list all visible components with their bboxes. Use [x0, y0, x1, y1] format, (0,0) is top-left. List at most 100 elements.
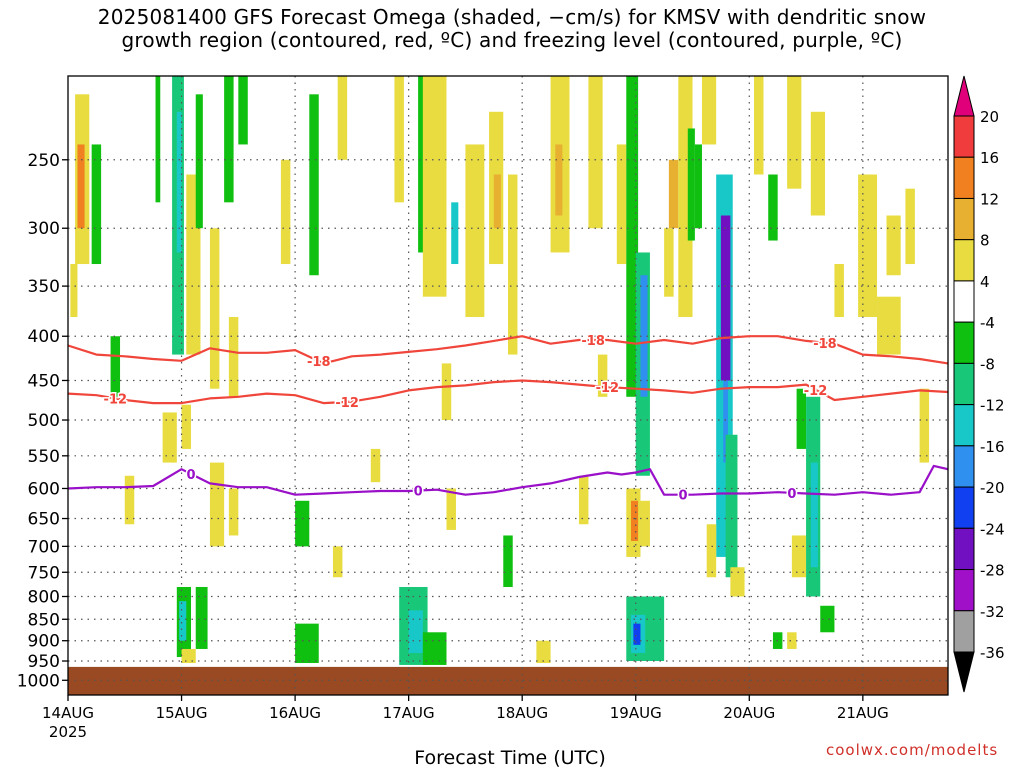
y-tick-label: 500 [28, 411, 60, 431]
colorbar-label: 20 [980, 108, 999, 126]
omega-cell [195, 586, 208, 649]
x-tick-label: 16AUG [269, 704, 321, 722]
colorbar: 20 16 12 8 4 -4 -8 -12 -16 -20 -24 -28 -32 -36 [953, 75, 1005, 693]
colorbar-box [953, 197, 975, 241]
dgz-minus18-line-label: -18 [813, 337, 837, 352]
colorbar-label: -16 [980, 438, 1005, 456]
colorbar-label: -4 [980, 314, 995, 332]
omega-cell [886, 215, 901, 276]
omega-cell [694, 144, 702, 229]
dgz-minus18-line [67, 335, 949, 365]
omega-cell [110, 336, 121, 397]
omega-cell [640, 275, 648, 397]
colorbar-label: 4 [980, 273, 990, 291]
omega-cell [295, 500, 310, 547]
plot-border [67, 75, 949, 696]
omega-cell [228, 316, 239, 397]
omega-cell [588, 76, 603, 229]
omega-cell [720, 215, 731, 381]
colorbar-box [953, 445, 975, 488]
omega-cell [209, 462, 225, 547]
ground-fill [68, 666, 948, 695]
colorbar-label: 16 [980, 149, 999, 167]
y-tick-label: 450 [28, 371, 60, 391]
omega-shading [70, 76, 930, 665]
x-axis-label: Forecast Time (UTC) [414, 747, 605, 768]
colorbar-box [953, 527, 975, 571]
omega-cell [555, 144, 563, 216]
y-tick-label: 400 [28, 327, 60, 347]
omega-cell [810, 111, 825, 216]
colorbar-label: -24 [980, 520, 1005, 538]
x-tick-label: 18AUG [496, 704, 548, 722]
ground-layer [68, 666, 948, 695]
y-tick-label: 850 [28, 610, 60, 630]
y-tick-label: 900 [28, 632, 60, 652]
colorbar-box [953, 280, 975, 323]
y-axis: 2503003504004505005506006507007508008509… [17, 151, 68, 691]
omega-cell [820, 605, 835, 633]
x-tick-label: 17AUG [383, 704, 435, 722]
colorbar-bottom-triangle [953, 651, 975, 693]
omega-cell [280, 159, 291, 265]
omega-cell [796, 388, 807, 449]
omega-cell [91, 144, 102, 265]
omega-cell [124, 475, 135, 525]
freezing-level-line-label: 0 [679, 489, 688, 504]
omega-cell [422, 632, 447, 665]
contour-lines: 0 0 0 0 -18 -18 -18 -12 -12 -12 -12 [67, 332, 949, 505]
omega-cell [228, 488, 239, 536]
omega-cell [919, 388, 930, 463]
omega-cell [787, 76, 802, 189]
omega-cell [787, 632, 797, 649]
x-tick-year-label: 2025 [49, 723, 87, 741]
omega-cell [626, 76, 639, 397]
plot-frame [67, 75, 949, 696]
colorbar-label: 12 [980, 190, 999, 208]
omega-cell [309, 94, 319, 276]
x-tick-label: 19AUG [610, 704, 662, 722]
omega-cell [155, 76, 161, 203]
omega-cell [181, 404, 192, 449]
colorbar-label: -20 [980, 479, 1005, 497]
chart-title-line-2: growth region (contoured, red, ºC) and f… [121, 28, 903, 52]
dgz-minus12-line-label: -12 [104, 392, 128, 407]
omega-cell [195, 94, 203, 229]
colorbar-label: -28 [980, 562, 1005, 580]
chart-title-line-1: 2025081400 GFS Forecast Omega (shaded, −… [97, 5, 927, 29]
omega-cell [706, 524, 717, 578]
y-tick-label: 650 [28, 510, 60, 530]
omega-cell [446, 488, 456, 530]
omega-cell [725, 434, 738, 578]
omega-cell [834, 264, 844, 317]
omega-cell [408, 610, 423, 654]
colorbar-label: -8 [980, 355, 995, 373]
y-tick-label: 750 [28, 563, 60, 583]
omega-cell [162, 412, 177, 463]
colorbar-box [953, 486, 975, 529]
y-tick-label: 800 [28, 587, 60, 607]
y-tick-label: 250 [28, 151, 60, 171]
omega-cell [332, 546, 343, 578]
omega-cell [536, 640, 551, 663]
freezing-level-line [67, 464, 949, 496]
dgz-minus12-line [67, 379, 949, 405]
omega-cell [687, 128, 695, 241]
omega-cell [179, 601, 187, 641]
colorbar-box [953, 115, 975, 158]
omega-cell [238, 76, 248, 145]
omega-cell [77, 144, 85, 229]
colorbar-label: -12 [980, 397, 1005, 415]
x-tick-label: 20AUG [723, 704, 775, 722]
y-tick-label: 950 [28, 652, 60, 672]
colorbar-label: 8 [980, 232, 990, 250]
omega-cell [640, 500, 650, 547]
colorbar-top-triangle [953, 75, 975, 117]
colorbar-box [953, 569, 975, 612]
colorbar-box [953, 239, 975, 282]
omega-cell [631, 500, 639, 541]
omega-cell [394, 76, 404, 203]
omega-cell [633, 623, 641, 645]
